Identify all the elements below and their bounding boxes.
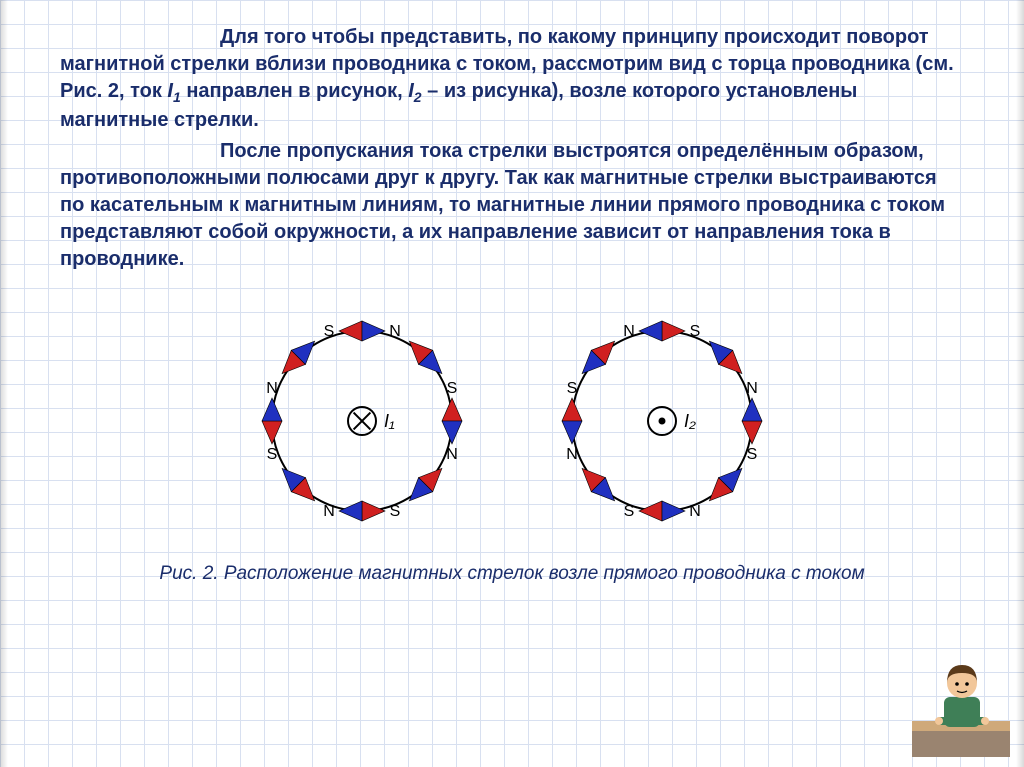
student-arms [936, 717, 988, 725]
diagram-left: I₁ N S N S N S N S [232, 291, 492, 551]
label-s: S [747, 446, 758, 463]
arrow-north [262, 398, 282, 421]
symbol-i1: I1 [167, 80, 180, 102]
compass-arrow [575, 334, 622, 381]
compass-arrow [339, 501, 385, 521]
arrow-south [742, 421, 762, 444]
compass-arrow [442, 398, 462, 444]
compass-arrow [275, 461, 322, 508]
arrow-south [362, 501, 385, 521]
current-label: I₂ [684, 411, 696, 431]
label-n: N [689, 503, 701, 520]
desk-front [912, 731, 1010, 757]
label-n: N [323, 503, 335, 520]
arrow-south [662, 321, 685, 341]
symbol-i2: I2 [408, 80, 421, 102]
label-s: S [324, 323, 335, 340]
compass-arrow [575, 461, 622, 508]
student-illustration [906, 643, 1016, 763]
hand-left [935, 717, 943, 725]
label-s: S [447, 380, 458, 397]
compass-arrow [639, 501, 685, 521]
label-s: S [267, 446, 278, 463]
page-shadow-right [1016, 0, 1024, 767]
arrow-south [339, 321, 362, 341]
label-s: S [624, 503, 635, 520]
paragraph-1: Для того чтобы представить, по какому пр… [60, 24, 964, 134]
paragraph-2: После пропускания тока стрелки выстроятс… [60, 138, 964, 273]
arrow-north [742, 398, 762, 421]
arrow-south [262, 421, 282, 444]
label-n: N [446, 446, 458, 463]
label-n: N [623, 323, 635, 340]
label-n: N [389, 323, 401, 340]
arrow-north [639, 321, 662, 341]
eye-left [955, 682, 959, 686]
compass-arrow [562, 398, 582, 444]
label-s: S [690, 323, 701, 340]
label-s: S [390, 503, 401, 520]
arrow-south [639, 501, 662, 521]
compass-arrow [702, 334, 749, 381]
page-shadow-left [0, 0, 8, 767]
hand-right [981, 717, 989, 725]
compass-arrow [402, 461, 449, 508]
arrow-south [442, 398, 462, 421]
compass-arrow [339, 321, 385, 341]
current-dot-icon [659, 417, 666, 424]
current-label: I₁ [384, 411, 395, 431]
diagram-right: I₂ N S N S N S N S [532, 291, 792, 551]
p1-text-b: направлен в рисунок, [186, 80, 408, 102]
label-n: N [266, 380, 278, 397]
figure-area: I₁ N S N S N S N S I₂ N S N S N S N S [232, 291, 792, 551]
label-n: N [566, 446, 578, 463]
label-n: N [746, 380, 758, 397]
compass-arrow [275, 334, 322, 381]
compass-arrow [742, 398, 762, 444]
compass-arrow [639, 321, 685, 341]
eye-right [965, 682, 969, 686]
arrow-north [562, 421, 582, 444]
compass-arrow [702, 461, 749, 508]
figure-caption: Рис. 2. Расположение магнитных стрелок в… [60, 563, 964, 585]
arrow-north [442, 421, 462, 444]
arrow-north [662, 501, 685, 521]
slide-content: Для того чтобы представить, по какому пр… [0, 0, 1024, 585]
arrow-north [362, 321, 385, 341]
compass-arrow [402, 334, 449, 381]
arrow-north [339, 501, 362, 521]
label-s: S [567, 380, 578, 397]
arrow-south [562, 398, 582, 421]
compass-arrow [262, 398, 282, 444]
